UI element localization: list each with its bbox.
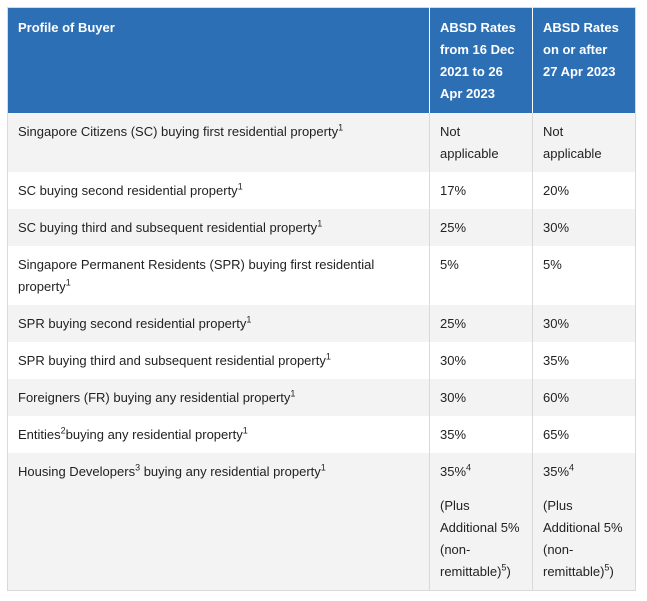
cell-rate-before: Not applicable [429,113,533,172]
note-text: (Plus Additional 5% (non-remittable) [440,498,520,579]
cell-rate-before: 25% [429,305,533,342]
additional-rate-note: (Plus Additional 5% (non-remittable)5) [440,495,522,583]
cell-rate-before: 30% [429,342,533,379]
profile-text: SC buying third and subsequent residenti… [18,220,318,235]
profile-prefix: Entities [18,427,61,442]
footnote-ref: 1 [290,388,296,399]
table-row: Singapore Permanent Residents (SPR) buyi… [7,246,636,305]
profile-text: Singapore Citizens (SC) buying first res… [18,124,339,139]
table-row: SPR buying second residential property1 … [7,305,636,342]
cell-profile: SC buying third and subsequent residenti… [7,209,430,246]
cell-rate-after: 20% [532,172,636,209]
cell-profile: Singapore Permanent Residents (SPR) buyi… [7,246,430,305]
footnote-ref: 1 [65,277,71,288]
cell-profile: SC buying second residential property1 [7,172,430,209]
rate-value: 35% [440,464,467,479]
footnote-ref: 1 [338,122,344,133]
profile-text: Singapore Permanent Residents (SPR) buyi… [18,257,375,294]
footnote-ref: 1 [237,181,243,192]
cell-profile: Singapore Citizens (SC) buying first res… [7,113,430,172]
table-row: SC buying third and subsequent residenti… [7,209,636,246]
table-row: Singapore Citizens (SC) buying first res… [7,113,636,172]
header-profile-of-buyer: Profile of Buyer [7,7,430,113]
cell-rate-before: 25% [429,209,533,246]
cell-rate-before: 35%4 (Plus Additional 5% (non-remittable… [429,453,533,591]
table-row: Housing Developers3 buying any residenti… [7,453,636,591]
additional-rate-note: (Plus Additional 5% (non-remittable)5) [543,495,625,583]
cell-rate-after: 60% [532,379,636,416]
table-row: Foreigners (FR) buying any residential p… [7,379,636,416]
cell-rate-after: 30% [532,209,636,246]
footnote-ref: 5 [501,562,507,573]
profile-text: SC buying second residential property [18,183,238,198]
footnote-ref: 1 [325,351,331,362]
cell-rate-after: 35% [532,342,636,379]
cell-rate-before: 5% [429,246,533,305]
profile-text: SPR buying second residential property [18,316,247,331]
table-row: SPR buying third and subsequent resident… [7,342,636,379]
rate-value: 35% [543,464,570,479]
note-text: (Plus Additional 5% (non-remittable) [543,498,623,579]
cell-rate-after: 5% [532,246,636,305]
cell-rate-after: 35%4 (Plus Additional 5% (non-remittable… [532,453,636,591]
cell-rate-after: Not applicable [532,113,636,172]
footnote-ref: 1 [242,425,248,436]
cell-rate-after: 30% [532,305,636,342]
cell-rate-before: 35% [429,416,533,453]
footnote-ref: 1 [320,462,326,473]
profile-text: Foreigners (FR) buying any residential p… [18,390,291,405]
absd-rates-table: Profile of Buyer ABSD Rates from 16 Dec … [7,7,636,591]
header-rates-after: ABSD Rates on or after 27 Apr 2023 [532,7,636,113]
table-header-row: Profile of Buyer ABSD Rates from 16 Dec … [7,7,636,113]
footnote-ref: 2 [60,425,66,436]
cell-rate-after: 65% [532,416,636,453]
absd-rates-table-container: Profile of Buyer ABSD Rates from 16 Dec … [7,7,636,591]
cell-rate-before: 30% [429,379,533,416]
footnote-ref: 3 [135,462,141,473]
profile-prefix: Housing Developers [18,464,136,479]
note-close: ) [506,564,511,579]
header-rates-before: ABSD Rates from 16 Dec 2021 to 26 Apr 20… [429,7,533,113]
cell-profile: Entities2buying any residential property… [7,416,430,453]
profile-text: buying any residential property [140,464,321,479]
footnote-ref: 4 [569,462,575,473]
cell-profile: SPR buying third and subsequent resident… [7,342,430,379]
profile-text: SPR buying third and subsequent resident… [18,353,326,368]
cell-profile: Housing Developers3 buying any residenti… [7,453,430,591]
table-row: SC buying second residential property1 1… [7,172,636,209]
footnote-ref: 5 [604,562,610,573]
footnote-ref: 1 [246,314,252,325]
footnote-ref: 4 [466,462,472,473]
cell-profile: Foreigners (FR) buying any residential p… [7,379,430,416]
cell-rate-before: 17% [429,172,533,209]
profile-text: buying any residential property [65,427,243,442]
footnote-ref: 1 [317,218,323,229]
table-row: Entities2buying any residential property… [7,416,636,453]
note-close: ) [609,564,614,579]
cell-profile: SPR buying second residential property1 [7,305,430,342]
